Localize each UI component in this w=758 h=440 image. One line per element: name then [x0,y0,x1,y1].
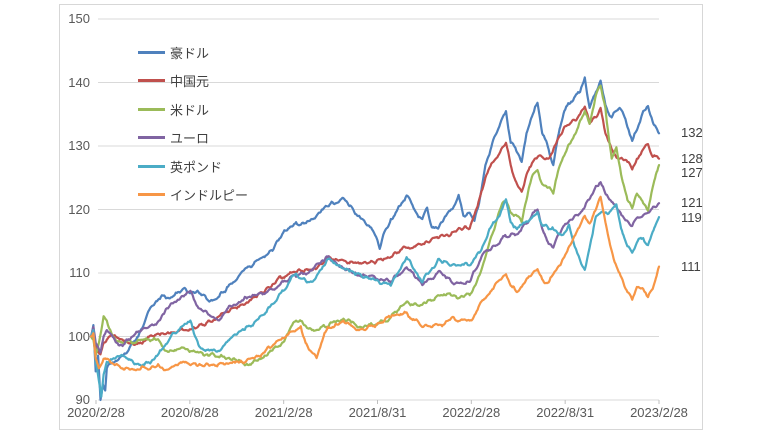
legend-item-gbp: 英ポンド [138,157,248,175]
x-axis-label: 2020/2/28 [67,405,125,420]
legend-line-swatch [138,136,165,139]
x-axis-label: 2021/2/28 [254,405,313,420]
x-axis-label: 2021/8/31 [348,405,407,420]
legend-item-cny: 中国元 [138,72,248,90]
plot-area [89,18,661,404]
series-end-value-label: 121 [681,195,703,211]
legend: 豪ドル 中国元 米ドル ユーロ 英ポンド インドルピー [138,43,248,214]
series-end-value-label: 119 [681,209,702,225]
legend-line-swatch [138,79,165,82]
legend-line-swatch [138,193,165,196]
legend-label: 英ポンド [170,159,223,175]
series-end-value-label: 127 [681,165,703,181]
series-line-4 [89,198,661,398]
legend-item-eur: ユーロ [138,129,248,147]
series-line-3 [89,181,661,354]
legend-line-swatch [138,107,165,111]
series-line-1 [89,105,661,356]
series-end-value-label: 128 [681,150,703,166]
y-axis-label: 130 [68,138,90,153]
y-axis-label: 120 [68,201,90,217]
y-axis-label: 110 [69,265,90,280]
x-axis-label: 2022/8/31 [536,405,595,420]
legend-item-aud: 豪ドル [138,43,248,61]
y-axis-label: 100 [68,328,90,344]
chart-frame: 150 140 130 120 110 100 90 2020/2/28 202… [59,4,703,430]
x-axis-label: 2022/2/28 [442,405,501,420]
legend-label: インドルピー [170,188,249,203]
legend-item-usd: 米ドル [138,100,248,118]
y-axis-label: 90 [75,392,90,407]
series-line-5 [89,195,661,372]
y-axis-label: 150 [68,11,90,26]
series-end-value-label: 132 [681,125,703,141]
x-axis-label: 2020/8/28 [160,405,219,420]
legend-label: 米ドル [170,102,210,118]
legend-line-swatch [138,164,165,168]
legend-label: 豪ドル [170,45,210,61]
legend-label: 中国元 [170,74,210,89]
x-axis-label: 2023/2/28 [630,405,688,420]
legend-line-swatch [138,50,165,54]
series-end-value-label: 111 [681,258,701,274]
legend-label: ユーロ [170,131,210,146]
legend-item-inr: インドルピー [138,186,248,204]
y-axis-label: 140 [68,74,90,90]
